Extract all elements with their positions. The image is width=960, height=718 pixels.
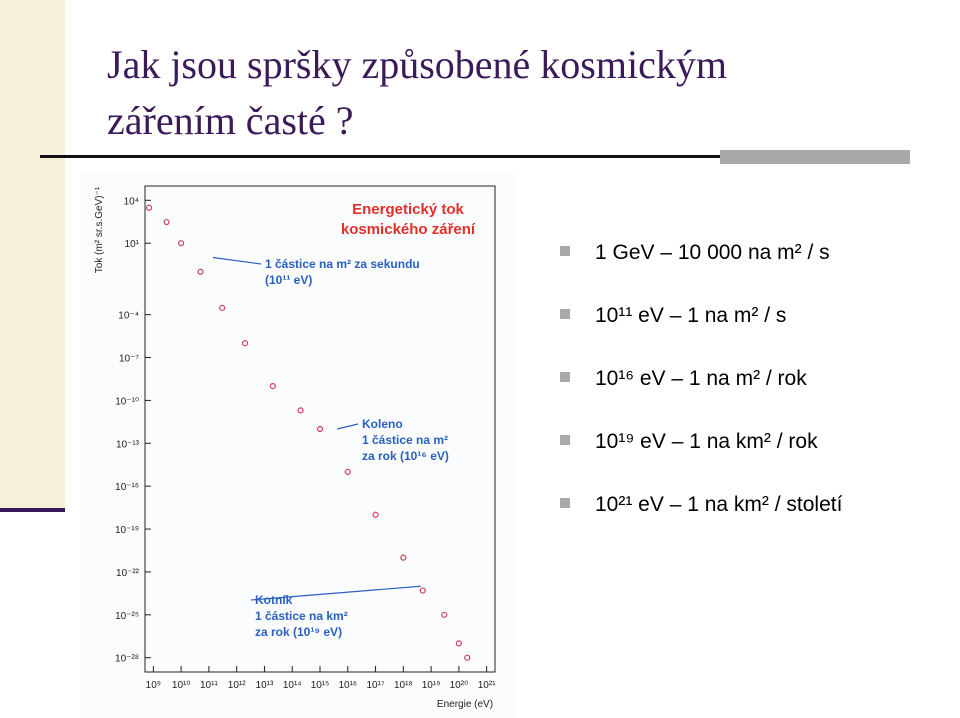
chart-title: kosmického záření [341, 221, 476, 238]
x-tick-label: 10²¹ [478, 680, 496, 691]
y-tick-label: 10⁻¹⁰ [115, 396, 139, 407]
title-bar [720, 150, 910, 164]
bullet-marker [560, 309, 570, 319]
data-point [316, 425, 324, 433]
data-point [163, 218, 170, 226]
y-tick-label: 10⁻²⁸ [115, 654, 139, 665]
data-point [344, 468, 351, 475]
y-tick-label: 10⁻¹⁹ [115, 525, 139, 536]
annotation-arrow [212, 256, 262, 265]
annotation-text: Koleno [362, 417, 403, 431]
data-point [464, 654, 471, 661]
data-point [400, 554, 407, 561]
x-tick-label: 10¹² [228, 680, 246, 691]
data-point [145, 204, 153, 211]
x-tick-label: 10¹⁸ [394, 680, 413, 691]
bullet-marker [560, 246, 570, 256]
annotation-text: za rok (10¹⁹ eV) [255, 625, 342, 639]
data-point [419, 587, 426, 594]
slide-title: Jak jsou spršky způsobené kosmickým [107, 42, 727, 87]
bullet-marker [560, 372, 570, 382]
x-tick-label: 10¹⁴ [283, 680, 302, 691]
chart: 10⁴ 10¹ 10⁻⁴ 10⁻⁷ 10⁻¹⁰ 10⁻¹³ 10⁻¹⁶ 10⁻¹⁹ 10⁻²² 1… [94, 185, 496, 710]
data-point [241, 340, 249, 347]
data-point [372, 511, 379, 518]
side-line [0, 508, 65, 512]
x-tick-label: 10¹⁶ [338, 680, 357, 691]
x-axis-label: Energie (eV) [437, 699, 493, 710]
bullet-marker [560, 435, 570, 445]
data-point [441, 611, 448, 618]
y-tick-label: 10⁻⁴ [118, 311, 139, 322]
y-tick-label: 10⁻⁷ [119, 354, 139, 365]
bullet-text: 1 GeV – 10 000 na m² / s [595, 241, 830, 264]
x-tick-label: 10²⁰ [450, 680, 468, 691]
bullet-text: 10¹¹ eV – 1 na m² / s [595, 304, 786, 327]
annotation-text: za rok (10¹⁶ eV) [362, 449, 449, 463]
y-tick-label: 10⁻²² [116, 568, 140, 579]
annotation-text: 1 částice na km² [255, 609, 348, 623]
annotation-text: 1 částice na m² za sekundu [265, 257, 420, 271]
slide-title: zářením časté ? [107, 98, 354, 143]
data-point [219, 304, 226, 311]
annotation-text: Kotník [255, 593, 293, 607]
data-point [455, 640, 462, 647]
side-strip [0, 0, 65, 510]
y-axis-label: Tok (m² sr.s.GeV)⁻¹ [94, 186, 105, 273]
data-point [297, 407, 304, 414]
chart-title: Energetický tok [352, 201, 464, 218]
x-tick-label: 10¹⁰ [172, 680, 190, 691]
title-rule [40, 155, 910, 158]
y-tick-label: 10¹ [125, 239, 140, 250]
bullet-text: 10¹⁹ eV – 1 na km² / rok [595, 430, 818, 453]
data-point [178, 240, 185, 247]
x-tick-label: 10¹¹ [200, 680, 218, 691]
x-tick-label: 10¹⁹ [422, 680, 441, 691]
y-tick-label: 10⁻²⁵ [115, 611, 139, 622]
y-tick-label: 10⁴ [124, 196, 139, 207]
x-tick-label: 10¹⁷ [367, 680, 385, 691]
x-tick-label: 10¹⁵ [311, 680, 330, 691]
annotation-text: (10¹¹ eV) [265, 273, 312, 287]
bullet-marker [560, 498, 570, 508]
x-tick-label: 10⁹ [146, 680, 161, 691]
data-point [197, 268, 204, 275]
y-tick-label: 10⁻¹⁶ [115, 482, 139, 493]
y-tick-label: 10⁻¹³ [116, 439, 140, 450]
bullet-text: 10²¹ eV – 1 na km² / století [595, 493, 843, 516]
annotation-text: 1 částice na m² [362, 433, 448, 447]
data-point [269, 383, 276, 390]
bullet-text: 10¹⁶ eV – 1 na m² / rok [595, 367, 807, 390]
chart-area [80, 172, 515, 718]
bullet-list: 1 GeV – 10 000 na m² / s 10¹¹ eV – 1 na m… [560, 241, 843, 516]
annotation-arrow [250, 585, 421, 601]
annotation-arrow [337, 423, 359, 430]
x-tick-label: 10¹³ [256, 680, 274, 691]
